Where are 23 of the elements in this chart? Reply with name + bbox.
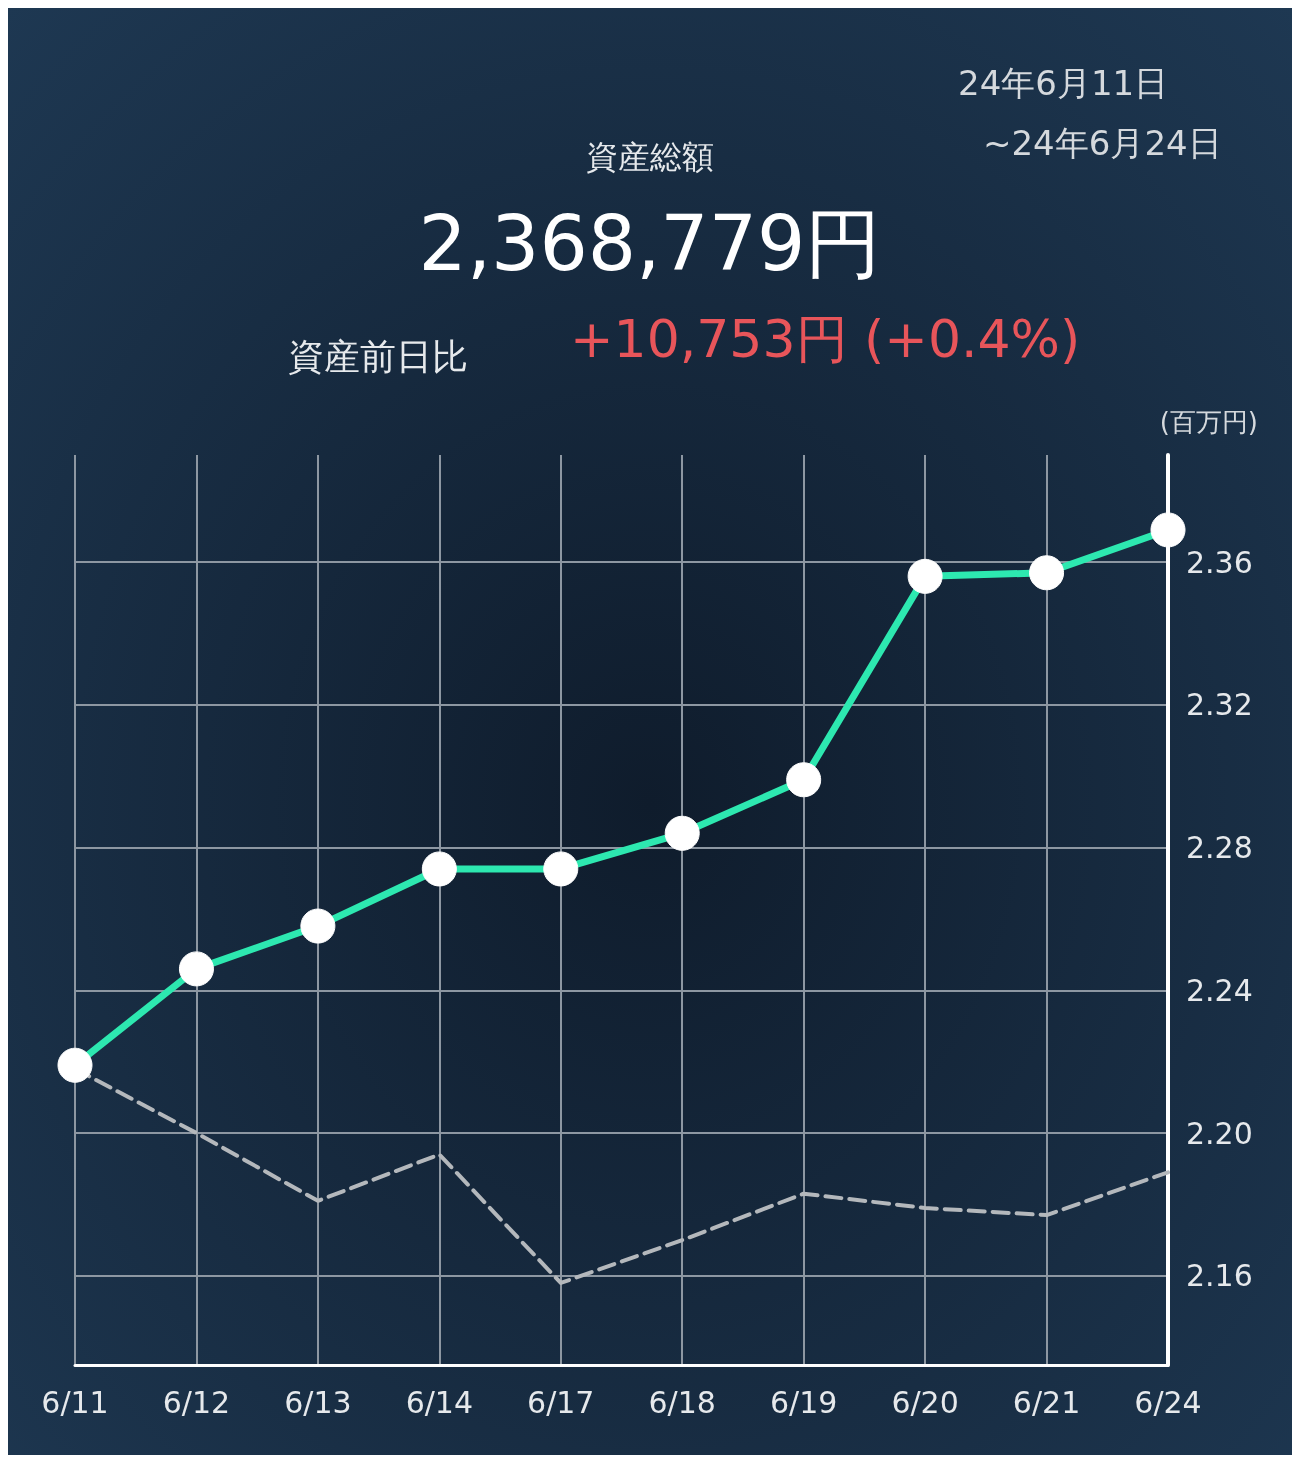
text: +10,753円 (+0.4%) [570,309,1081,369]
x-tick-label: 6/18 [648,1384,716,1420]
x-tick-label: 6/21 [1012,1384,1081,1420]
x-tick-label: 6/24 [1134,1384,1202,1420]
x-tick-label: 6/11 [41,1384,109,1420]
y-tick-label: 2.24 [1186,972,1253,1008]
chart-title: 資産総額 [586,138,714,176]
text: 24年6月11日 [958,63,1169,103]
x-tick-label: 6/19 [769,1384,838,1420]
y-tick-label: 2.28 [1186,830,1253,866]
y-axis-title: (百万円) [1159,407,1258,437]
x-tick-label: 6/17 [527,1384,595,1420]
y-tick-label: 2.36 [1186,544,1253,580]
y-tick-label: 2.16 [1186,1258,1253,1294]
y-tick-label: 2.32 [1186,687,1253,723]
y-tick-label: 2.20 [1186,1115,1253,1151]
text: ~24年6月24日 [983,123,1222,163]
chart-subtitle: 2,368,779円 [418,198,882,288]
x-tick-label: 6/20 [891,1384,959,1420]
x-tick-label: 6/13 [284,1384,352,1420]
text: 資産前日比 [288,335,468,377]
x-tick-label: 6/12 [162,1384,231,1420]
x-tick-label: 6/14 [405,1384,474,1420]
